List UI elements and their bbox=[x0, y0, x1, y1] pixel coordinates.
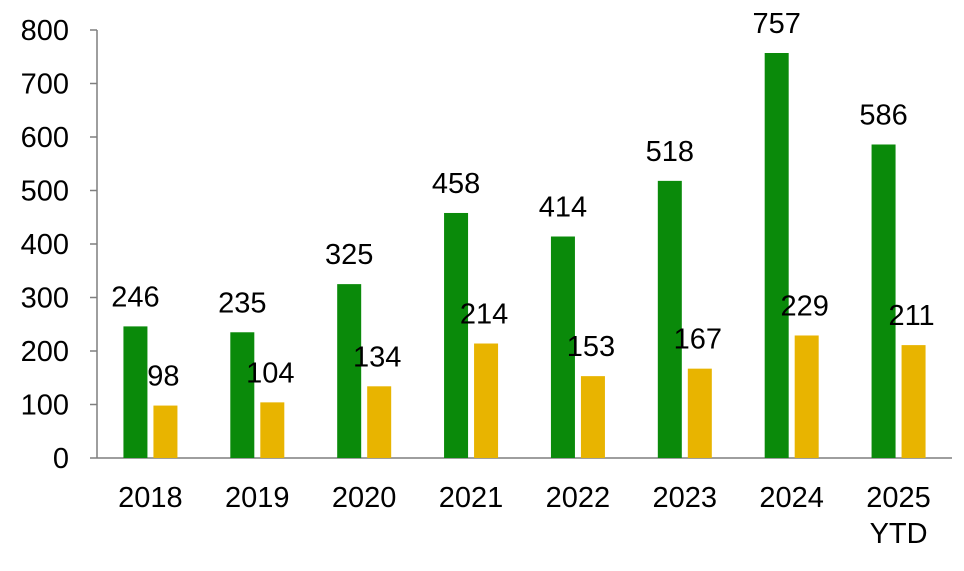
bar-series-1 bbox=[230, 332, 255, 458]
y-tick-label: 100 bbox=[21, 390, 69, 422]
bar-series-2 bbox=[901, 345, 926, 458]
x-tick-label: 2018 bbox=[118, 482, 183, 514]
data-label-series-1: 518 bbox=[646, 136, 694, 168]
y-tick-label: 300 bbox=[21, 283, 69, 315]
data-label-series-1: 458 bbox=[432, 168, 480, 200]
x-tick-label: YTD bbox=[870, 518, 928, 550]
bar-series-1 bbox=[550, 236, 575, 458]
x-axis: 2018 2019 2020 2021 2022 2023 2024 2025 YTD bbox=[97, 457, 952, 550]
bar-series-2 bbox=[367, 386, 392, 458]
x-tick-label: 2025 bbox=[866, 482, 931, 514]
bar-series-2 bbox=[687, 368, 712, 458]
y-tick-label: 600 bbox=[21, 122, 69, 154]
data-label-series-2: 229 bbox=[780, 290, 828, 322]
data-label-series-2: 167 bbox=[674, 324, 722, 356]
data-label-series-1: 586 bbox=[859, 99, 907, 131]
y-tick-label: 700 bbox=[21, 69, 69, 101]
y-tick-label: 0 bbox=[53, 443, 69, 475]
bar-series-1 bbox=[871, 144, 896, 459]
data-label-series-2: 134 bbox=[353, 341, 401, 373]
bar-series-1 bbox=[123, 326, 148, 458]
bar-series-1 bbox=[337, 284, 362, 458]
x-tick-label: 2023 bbox=[653, 482, 718, 514]
bar-series-2 bbox=[153, 405, 178, 458]
data-label-series-2: 214 bbox=[460, 299, 508, 331]
x-tick-label: 2024 bbox=[759, 482, 824, 514]
bar-series-1 bbox=[444, 212, 469, 458]
data-label-series-2: 211 bbox=[888, 300, 934, 332]
data-label-series-1: 325 bbox=[325, 239, 373, 271]
data-label-series-1: 235 bbox=[218, 287, 266, 319]
bar-series-2 bbox=[580, 376, 605, 458]
bar-series-1 bbox=[764, 53, 789, 458]
y-tick-label: 400 bbox=[21, 229, 69, 261]
bar-series-1 bbox=[657, 180, 682, 458]
y-tick-label: 200 bbox=[21, 336, 69, 368]
y-tick-label: 500 bbox=[21, 176, 69, 208]
bar-series-2 bbox=[794, 335, 819, 458]
y-tick-label: 800 bbox=[21, 15, 69, 47]
data-label-series-1: 414 bbox=[539, 192, 587, 224]
x-tick-label: 2020 bbox=[332, 482, 397, 514]
data-label-series-2: 153 bbox=[567, 331, 615, 363]
data-labels: 246 98 235 104 325 134 458 214 414 153 518 167 757 22… bbox=[111, 8, 934, 393]
bars bbox=[123, 53, 926, 459]
data-label-series-2: 104 bbox=[246, 357, 294, 389]
bar-series-2 bbox=[260, 402, 285, 458]
data-label-series-1: 246 bbox=[111, 281, 159, 313]
x-tick-label: 2019 bbox=[225, 482, 290, 514]
x-tick-label: 2022 bbox=[546, 482, 611, 514]
bar-series-2 bbox=[474, 343, 499, 458]
data-label-series-1: 757 bbox=[752, 8, 800, 40]
data-label-series-2: 98 bbox=[147, 361, 179, 393]
y-axis: 0 100 200 300 400 500 600 700 800 bbox=[21, 15, 98, 475]
x-tick-label: 2021 bbox=[439, 482, 504, 514]
